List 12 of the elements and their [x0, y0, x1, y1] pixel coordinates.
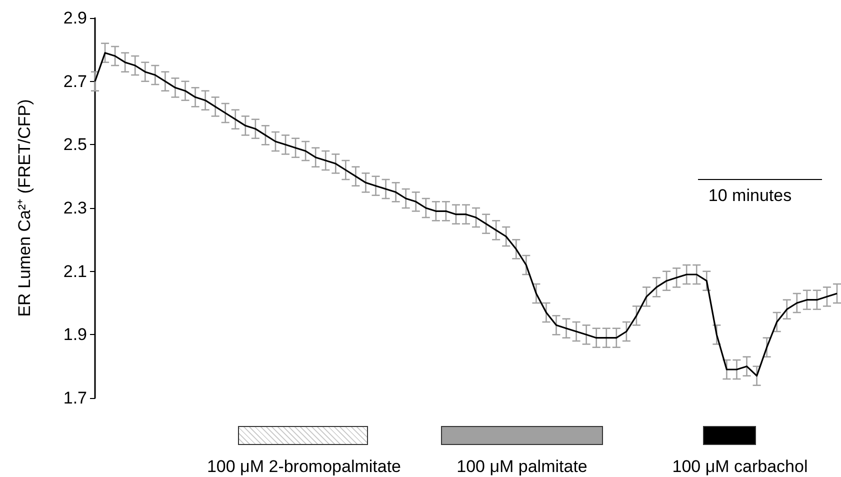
text: 100 μM 2-bromopalmitate: [206, 457, 402, 477]
y-tick-label: 2.1: [63, 262, 87, 281]
text: 100 μM carbachol: [672, 457, 808, 477]
y-tick-label: 2.3: [63, 198, 87, 218]
y-tick-label: 2.9: [63, 8, 87, 28]
y-tick-label: 1.9: [63, 325, 87, 344]
text: 100 μM palmitate: [456, 457, 588, 477]
y-tick-label: 2.7: [63, 72, 87, 91]
y-tick-label: 1.7: [63, 388, 87, 408]
y-tick-label: 2.5: [63, 135, 87, 154]
y-axis-title: ER Lumen Ca²⁺ (FRET/CFP): [15, 99, 34, 317]
annotation: 10 minutes: [708, 186, 792, 206]
